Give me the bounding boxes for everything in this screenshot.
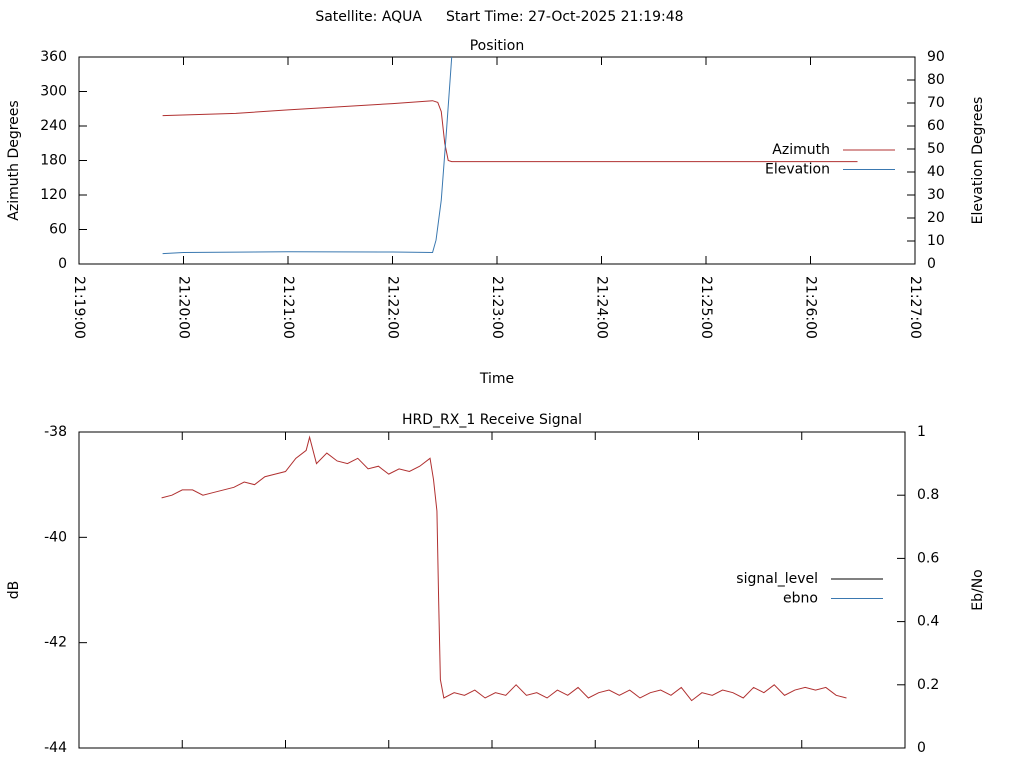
y2-tick-label: 50 [927, 141, 945, 157]
x-tick-label: 21:25:00 [698, 276, 714, 339]
x-tick-label: 21:26:00 [803, 276, 819, 339]
chart-title: HRD_RX_1 Receive Signal [402, 412, 582, 428]
y2-tick-label: 40 [927, 164, 945, 180]
series-line [162, 57, 453, 255]
y2-tick-label: 1 [917, 424, 926, 440]
y2-tick-label: 0.2 [917, 677, 939, 693]
y-tick-label: 360 [40, 49, 67, 65]
y2-tick-label: 90 [927, 49, 945, 65]
x-axis-title: Time [479, 371, 514, 387]
satellite-label: Satellite: AQUA [315, 9, 422, 25]
y2-tick-label: 30 [927, 187, 945, 203]
x-tick-label: 21:19:00 [71, 276, 87, 339]
y2-tick-label: 80 [927, 72, 945, 88]
y-tick-label: -42 [44, 635, 67, 651]
x-tick-label: 21:21:00 [280, 276, 296, 339]
y-axis-title: dB [6, 581, 22, 600]
y-tick-label: -44 [44, 740, 67, 756]
legend-label: ebno [783, 591, 818, 607]
series-line [162, 100, 858, 163]
y2-tick-label: 20 [927, 210, 945, 226]
y2-axis-title: Eb/No [970, 569, 986, 611]
y-tick-label: 60 [49, 222, 67, 238]
y2-tick-label: 0.8 [917, 487, 939, 503]
x-tick-label: 21:22:00 [385, 276, 401, 339]
y2-tick-label: 10 [927, 233, 945, 249]
y-tick-label: 120 [40, 187, 67, 203]
y-tick-label: -40 [44, 529, 67, 545]
y2-tick-label: 60 [927, 118, 945, 134]
start-time-label: Start Time: 27-Oct-2025 21:19:48 [446, 9, 684, 25]
x-tick-label: 21:27:00 [907, 276, 923, 339]
legend-label: Elevation [765, 162, 830, 178]
y2-tick-label: 0 [927, 256, 936, 272]
legend-label: Azimuth [772, 142, 830, 158]
x-tick-label: 21:23:00 [489, 276, 505, 339]
y-tick-label: 0 [58, 256, 67, 272]
series-line [161, 435, 847, 702]
y-tick-label: 300 [40, 84, 67, 100]
y-tick-label: 180 [40, 153, 67, 169]
x-tick-label: 21:24:00 [594, 276, 610, 339]
y2-axis-title: Elevation Degrees [970, 97, 986, 225]
y-tick-label: 240 [40, 118, 67, 134]
y-axis-title: Azimuth Degrees [6, 100, 22, 220]
x-tick-label: 21:20:00 [176, 276, 192, 339]
y2-tick-label: 0 [917, 740, 926, 756]
y-tick-label: -38 [44, 424, 67, 440]
y2-tick-label: 70 [927, 95, 945, 111]
plot-area [161, 435, 847, 702]
y2-tick-label: 0.6 [917, 550, 939, 566]
chart-title: Position [470, 38, 525, 54]
plot-area [162, 57, 858, 255]
y2-tick-label: 0.4 [917, 614, 939, 630]
legend-label: signal_level [736, 571, 818, 587]
